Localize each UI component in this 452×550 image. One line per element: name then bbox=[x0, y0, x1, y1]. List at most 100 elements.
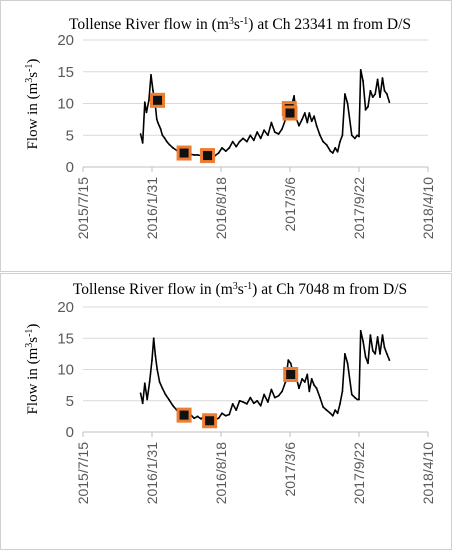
flow-data-point bbox=[228, 147, 231, 149]
flow-data-point bbox=[273, 396, 276, 399]
flow-data-point bbox=[163, 136, 166, 139]
sample-marker bbox=[176, 145, 192, 161]
y-tick-label: 10 bbox=[57, 362, 74, 379]
x-tick-label: 2018/4/10 bbox=[420, 177, 436, 239]
flow-data-point bbox=[287, 359, 290, 362]
sample-marker bbox=[200, 148, 216, 164]
panel-2-title: Tollense River flow in (m3s-1) at Ch 704… bbox=[73, 281, 407, 299]
flow-data-point bbox=[249, 396, 252, 399]
x-tick-label: 2017/9/22 bbox=[351, 442, 367, 504]
flow-data-point bbox=[152, 337, 155, 340]
y-tick-label: 20 bbox=[57, 299, 74, 316]
flow-data-point bbox=[148, 381, 151, 383]
flow-data-point bbox=[156, 368, 159, 371]
y-tick-label: 10 bbox=[57, 96, 74, 113]
x-tick-label: 2015/7/15 bbox=[75, 442, 91, 504]
flow-data-point bbox=[319, 134, 321, 137]
flow-data-point bbox=[289, 362, 292, 365]
flow-data-point bbox=[386, 93, 388, 95]
flow-data-point bbox=[221, 412, 223, 415]
flow-data-point bbox=[200, 417, 202, 420]
flow-data-point bbox=[381, 77, 384, 79]
flow-data-point bbox=[298, 124, 300, 127]
flow-data-point bbox=[362, 80, 365, 83]
flow-data-point bbox=[245, 140, 248, 143]
y-tick-label: 15 bbox=[57, 330, 74, 347]
flow-data-point bbox=[231, 140, 234, 143]
flow-data-point bbox=[343, 352, 346, 355]
x-tick-label: 2017/3/6 bbox=[282, 442, 298, 497]
flow-data-point bbox=[263, 129, 266, 132]
flow-data-point bbox=[353, 137, 356, 140]
flow-data-point bbox=[388, 101, 391, 104]
flow-data-point bbox=[139, 133, 142, 135]
flow-data-point bbox=[164, 393, 167, 396]
flow-data-point bbox=[315, 124, 318, 127]
flow-data-point bbox=[235, 409, 238, 412]
flow-data-point bbox=[193, 417, 195, 420]
x-tick-label: 2017/9/22 bbox=[351, 177, 367, 239]
flow-data-point bbox=[154, 354, 157, 357]
flow-data-point bbox=[336, 412, 339, 415]
flow-data-point bbox=[139, 392, 142, 395]
flow-data-point bbox=[334, 409, 337, 412]
flow-data-point bbox=[376, 78, 379, 81]
flow-data-point bbox=[386, 352, 388, 355]
panel-1-plot-area: 0 5 10 15 20 2015/7/15 2016/1/31 2016/8/18 2017/… bbox=[57, 32, 436, 239]
flow-data-point bbox=[308, 112, 311, 114]
flow-data-point bbox=[379, 96, 381, 99]
flow-data-point bbox=[277, 133, 280, 135]
flow-data-point bbox=[383, 89, 386, 92]
flow-data-point bbox=[141, 402, 144, 405]
flow-data-point bbox=[224, 414, 227, 417]
flow-data-point bbox=[322, 140, 325, 143]
flow-data-point bbox=[242, 401, 244, 403]
flow-data-point bbox=[329, 150, 332, 153]
flow-data-point bbox=[331, 414, 334, 417]
x-tick-label: 2016/8/18 bbox=[213, 177, 229, 239]
chart-panel-1: Tollense River flow in (m3s-1) at Ch 233… bbox=[0, 0, 452, 272]
flow-data-point bbox=[369, 334, 372, 337]
flow-data-point bbox=[341, 134, 344, 137]
flow-data-point bbox=[147, 99, 150, 102]
flow-data-point bbox=[310, 377, 313, 380]
flow-data-point bbox=[245, 402, 248, 405]
flow-data-point bbox=[339, 140, 341, 143]
flow-data-point bbox=[168, 398, 170, 401]
sample-marker bbox=[282, 105, 298, 121]
flow-data-point bbox=[313, 115, 316, 118]
x-tick-label: 2016/1/31 bbox=[144, 177, 160, 239]
panel-1-frame bbox=[0, 0, 452, 272]
flow-data-point bbox=[346, 362, 349, 365]
sample-marker bbox=[202, 413, 218, 429]
flow-data-point bbox=[315, 387, 318, 390]
flow-data-point bbox=[196, 154, 199, 156]
flow-data-point bbox=[310, 120, 313, 123]
flow-data-point bbox=[334, 147, 337, 149]
flow-data-point bbox=[161, 387, 164, 390]
flow-data-point bbox=[301, 118, 303, 121]
flow-data-point bbox=[155, 118, 158, 121]
flow-data-point bbox=[353, 396, 356, 399]
flow-data-point bbox=[256, 399, 259, 402]
flow-data-point bbox=[369, 89, 372, 92]
y-tick-label: 0 bbox=[66, 424, 74, 441]
flow-data-point bbox=[379, 352, 381, 355]
sample-marker bbox=[150, 92, 166, 108]
flow-data-point bbox=[267, 401, 269, 403]
flow-data-point bbox=[165, 140, 168, 143]
flow-data-point bbox=[242, 137, 244, 140]
flow-data-point bbox=[381, 334, 384, 337]
flow-data-point bbox=[371, 96, 374, 99]
flow-data-point bbox=[325, 409, 328, 412]
flow-data-point bbox=[196, 415, 199, 418]
flow-data-point bbox=[228, 413, 231, 416]
flow-data-point bbox=[249, 134, 252, 137]
y-tick-label: 5 bbox=[66, 393, 74, 410]
flow-data-point bbox=[329, 412, 332, 415]
flow-data-point bbox=[325, 143, 328, 146]
flow-data-point bbox=[145, 111, 148, 114]
flow-data-point bbox=[367, 362, 369, 365]
flow-data-point bbox=[217, 152, 220, 154]
